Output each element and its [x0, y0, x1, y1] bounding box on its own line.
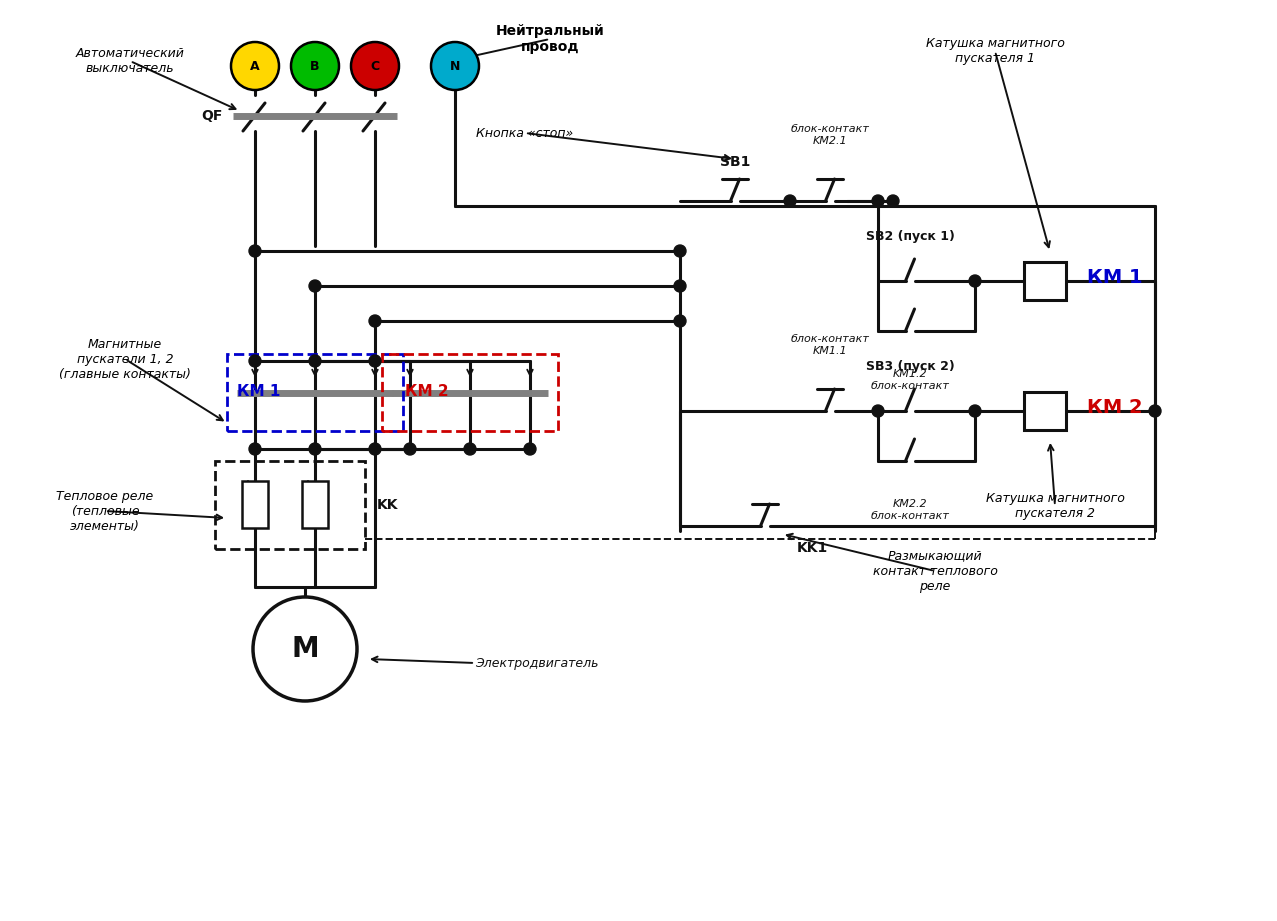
Circle shape [309, 443, 321, 455]
Text: Размыкающий
контакт теплового
реле: Размыкающий контакт теплового реле [872, 550, 997, 592]
Circle shape [249, 443, 261, 455]
Circle shape [888, 195, 899, 207]
Text: C: C [370, 60, 379, 73]
Circle shape [253, 597, 358, 701]
Circle shape [369, 355, 381, 367]
Text: KK1: KK1 [797, 541, 829, 555]
Circle shape [674, 280, 686, 292]
Bar [215, 461, 365, 549]
Circle shape [369, 315, 381, 327]
Circle shape [674, 245, 686, 257]
Text: M: M [291, 635, 319, 663]
Text: KM1.2
блок-контакт: KM1.2 блок-контакт [871, 369, 949, 391]
Circle shape [404, 443, 416, 455]
Circle shape [432, 42, 479, 90]
Bar [243, 482, 268, 528]
Circle shape [309, 355, 321, 367]
Bar [301, 482, 328, 528]
Text: Кнопка «стоп»: Кнопка «стоп» [476, 126, 573, 139]
Text: KM2.2
блок-контакт: KM2.2 блок-контакт [871, 499, 949, 520]
Text: КМ 1: КМ 1 [1087, 267, 1143, 286]
Circle shape [231, 42, 278, 90]
Circle shape [872, 405, 884, 417]
Text: SB1: SB1 [720, 155, 750, 169]
Text: SB2 (пуск 1): SB2 (пуск 1) [866, 230, 954, 243]
Circle shape [969, 275, 981, 287]
Text: KK: KK [377, 498, 398, 512]
Text: блок-контакт
KM1.1: блок-контакт KM1.1 [790, 334, 870, 356]
Circle shape [249, 355, 261, 367]
Text: Тепловое реле
(тепловые
элементы): Тепловое реле (тепловые элементы) [56, 489, 153, 532]
Text: КМ 1: КМ 1 [238, 383, 281, 399]
Text: Катушка магнитного
пускателя 1: Катушка магнитного пускателя 1 [926, 37, 1065, 65]
Text: Электродвигатель: Электродвигатель [475, 657, 599, 670]
Text: SB3 (пуск 2): SB3 (пуск 2) [866, 360, 954, 373]
Circle shape [291, 42, 338, 90]
Circle shape [784, 195, 796, 207]
Circle shape [1149, 405, 1161, 417]
Circle shape [351, 42, 398, 90]
Bar [1024, 392, 1066, 430]
Text: блок-контакт
KM2.1: блок-контакт KM2.1 [790, 124, 870, 146]
Circle shape [674, 315, 686, 327]
Text: КМ 2: КМ 2 [405, 383, 448, 399]
Text: КМ 2: КМ 2 [1087, 398, 1143, 416]
Text: Нейтральный
провод: Нейтральный провод [495, 24, 604, 54]
Circle shape [969, 405, 981, 417]
Text: Магнитные
пускатели 1, 2
(главные контакты): Магнитные пускатели 1, 2 (главные контак… [59, 337, 192, 380]
Bar [1024, 262, 1066, 300]
Text: Катушка магнитного
пускателя 2: Катушка магнитного пускателя 2 [986, 492, 1125, 520]
Circle shape [369, 443, 381, 455]
Text: QF: QF [202, 109, 223, 123]
Circle shape [309, 280, 321, 292]
Bar [227, 354, 404, 431]
Bar [382, 354, 558, 431]
Circle shape [464, 443, 476, 455]
Text: N: N [450, 60, 460, 73]
Circle shape [872, 195, 884, 207]
Text: A: A [250, 60, 259, 73]
Circle shape [524, 443, 536, 455]
Circle shape [249, 245, 261, 257]
Text: Автоматический
выключатель: Автоматический выключатель [75, 47, 184, 75]
Text: B: B [310, 60, 319, 73]
